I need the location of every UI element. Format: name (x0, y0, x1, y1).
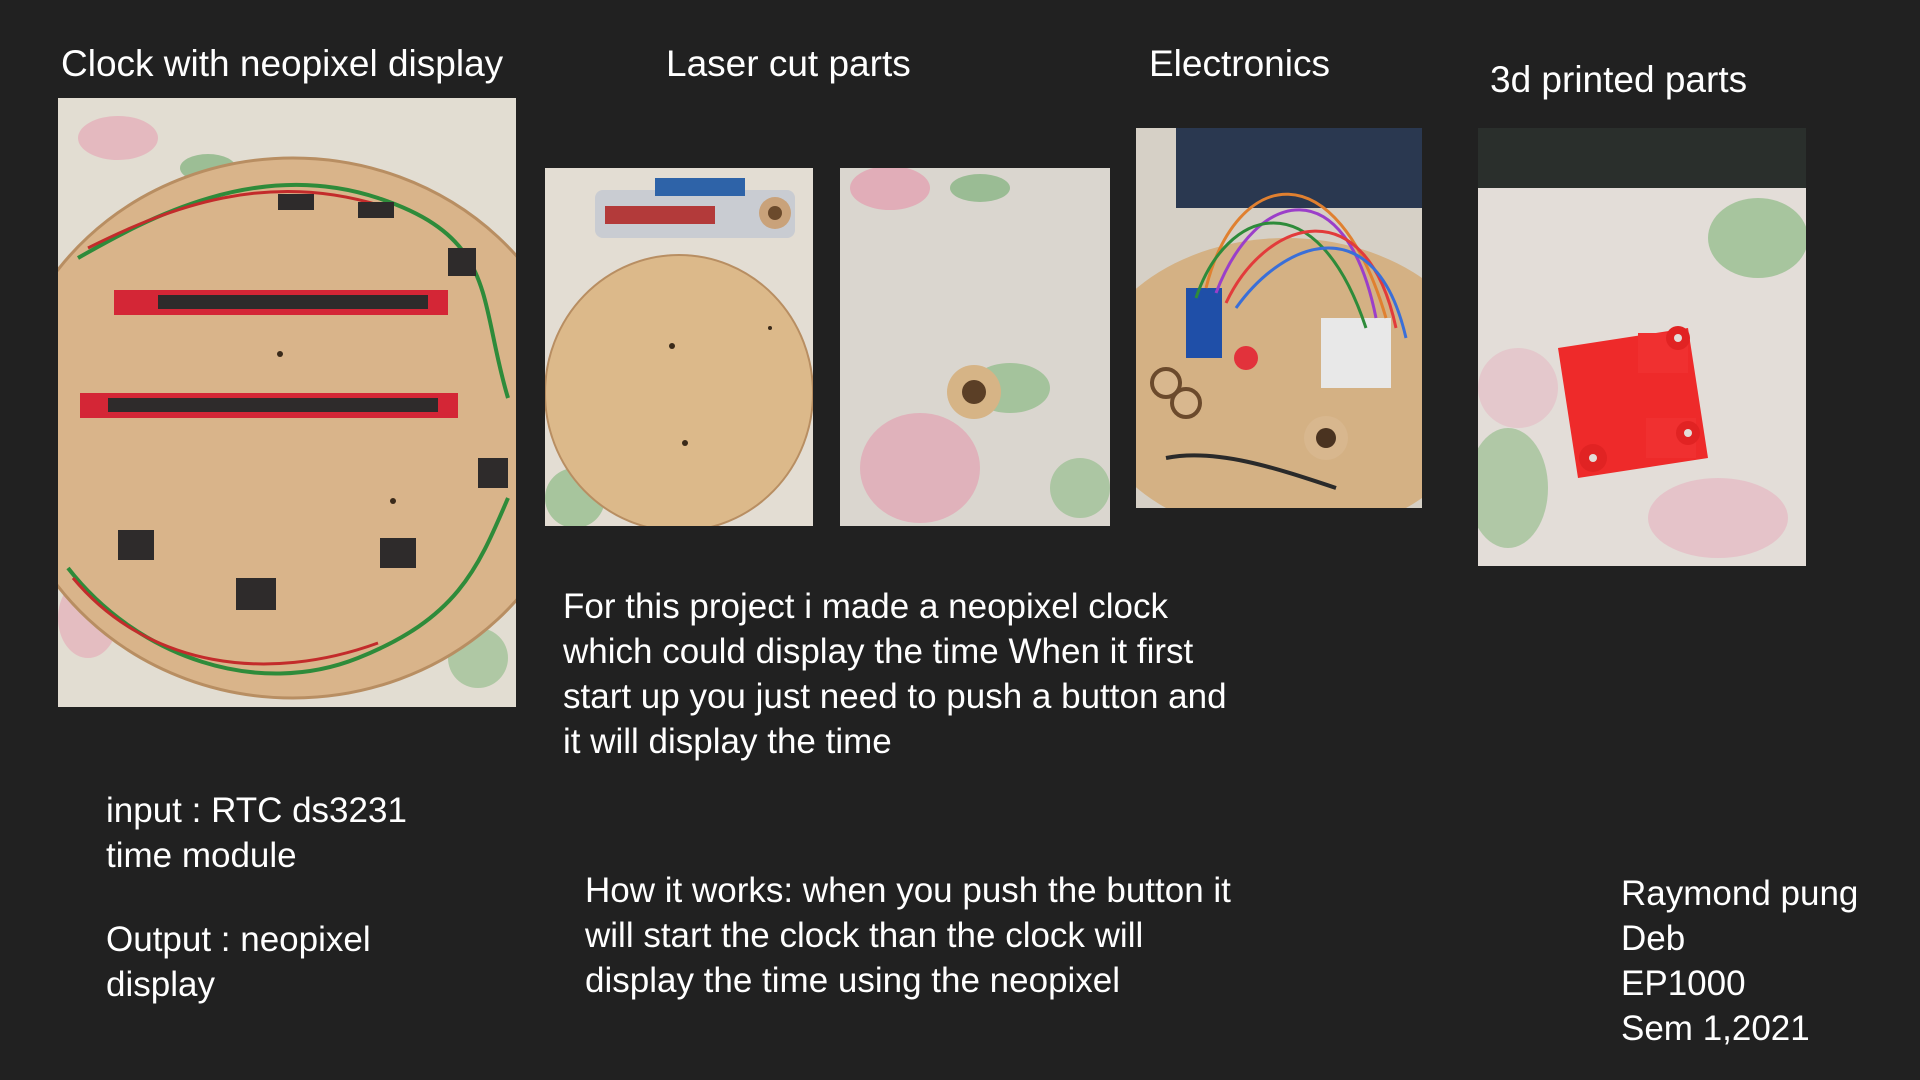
input-line: input : RTC ds3231 (106, 791, 407, 830)
how-it-works-line: How it works: when you push the button i… (585, 871, 1231, 910)
credit-semester: Sem 1,2021 (1621, 1009, 1810, 1048)
output-line: display (106, 965, 215, 1004)
output-line: Output : neopixel (106, 920, 371, 959)
printed-parts-title: 3d printed parts (1490, 59, 1748, 100)
input-line: time module (106, 836, 297, 875)
credit-course: EP1000 (1621, 964, 1746, 1003)
electronics-photo (1136, 128, 1422, 508)
how-it-works-line: will start the clock than the clock will (585, 916, 1144, 955)
laser-cut-base-photo (545, 168, 813, 526)
project-description: For this project i made a neopixel clock… (563, 584, 1227, 764)
how-it-works: How it works: when you push the button i… (585, 868, 1231, 1003)
credit-line: Deb (1621, 919, 1686, 958)
output-description: Output : neopixel display (106, 917, 371, 1007)
laser-cut-title: Laser cut parts (666, 43, 911, 84)
description-line: which could display the time When it fir… (563, 632, 1194, 671)
clock-title: Clock with neopixel display (61, 43, 504, 84)
input-description: input : RTC ds3231 time module (106, 788, 407, 878)
credits: Raymond pung Deb EP1000 Sem 1,2021 (1621, 871, 1858, 1051)
description-line: For this project i made a neopixel clock (563, 587, 1168, 626)
clock-photo (58, 98, 516, 707)
how-it-works-line: display the time using the neopixel (585, 961, 1121, 1000)
laser-cut-ring-photo (840, 168, 1110, 526)
description-line: it will display the time (563, 722, 892, 761)
description-line: start up you just need to push a button … (563, 677, 1227, 716)
credit-author: Raymond pung (1621, 874, 1859, 913)
electronics-title: Electronics (1149, 43, 1330, 84)
printed-part-photo (1478, 128, 1806, 566)
